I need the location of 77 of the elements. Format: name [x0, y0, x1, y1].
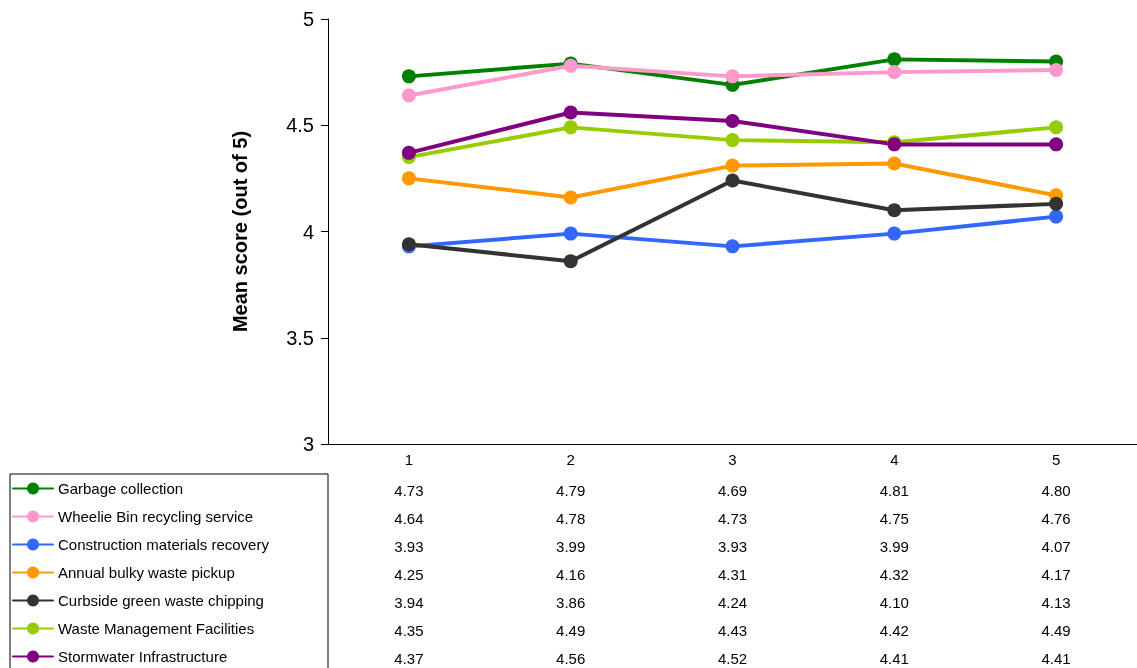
legend-label: Stormwater Infrastructure [58, 648, 228, 665]
point [401, 171, 416, 186]
point [725, 158, 740, 173]
data-label: 4.10 [879, 593, 909, 611]
data-label: 4.17 [1041, 565, 1071, 583]
x-tick-label: 1 [404, 451, 414, 468]
data-label: 4.32 [879, 565, 909, 583]
data-label: 3.93 [394, 537, 424, 555]
point [401, 69, 416, 84]
legend-label: Waste Management Facilities [58, 620, 255, 637]
data-label: 3.94 [394, 593, 424, 611]
point [725, 114, 740, 128]
data-label: 3.99 [556, 537, 586, 555]
data-label: 4.56 [556, 649, 586, 667]
data-label: 4.64 [394, 509, 424, 527]
point [725, 133, 740, 148]
x-tick-label: 2 [566, 451, 575, 468]
data-label: 4.07 [1041, 537, 1071, 555]
legend-label: Construction materials recovery [58, 536, 270, 553]
point [887, 203, 902, 218]
y-axis-title: Mean score (out of 5) [229, 130, 251, 333]
y-tick-label: 4.5 [286, 114, 314, 137]
data-label: 4.81 [879, 481, 909, 499]
data-label: 4.69 [717, 481, 748, 499]
data-label: 4.49 [1041, 621, 1071, 639]
point [563, 190, 578, 205]
data-label: 4.73 [717, 509, 748, 527]
data-label: 4.42 [879, 621, 909, 639]
point [401, 145, 416, 160]
data-label: 4.41 [1041, 649, 1071, 667]
data-label: 4.76 [1041, 509, 1071, 527]
data-label: 4.73 [394, 481, 424, 499]
point [563, 120, 578, 135]
point [563, 226, 578, 241]
y-tick-label: 3.5 [286, 326, 314, 349]
data-label: 4.25 [394, 565, 424, 583]
data-label: 4.16 [556, 565, 586, 583]
data-label: 4.41 [879, 649, 909, 667]
point [887, 52, 902, 67]
data-label: 4.49 [556, 621, 586, 639]
point [725, 173, 740, 188]
x-tick-label: 4 [890, 451, 899, 468]
legend-label: Curbside green waste chipping [58, 592, 264, 609]
y-tick-label: 5 [302, 8, 314, 30]
data-label: 4.80 [1041, 481, 1071, 499]
x-tick-label: 5 [1051, 451, 1061, 468]
data-label: 4.13 [1041, 593, 1071, 611]
data-label: 4.31 [717, 565, 748, 583]
data-label: 4.37 [394, 649, 424, 667]
data-label: 4.78 [556, 509, 586, 527]
point [563, 254, 578, 269]
point [1049, 63, 1064, 77]
data-label: 4.52 [717, 649, 748, 667]
data-label: 4.24 [717, 593, 748, 611]
data-label: 3.86 [556, 593, 586, 611]
point [887, 226, 902, 241]
data-label: 3.99 [879, 537, 909, 555]
data-label: 3.93 [717, 537, 748, 555]
point [725, 69, 740, 84]
legend-label: Garbage collection [58, 480, 184, 497]
point [725, 239, 740, 254]
legend-label: Annual bulky waste pickup [58, 564, 235, 581]
point [563, 105, 578, 120]
data-label: 4.75 [879, 509, 909, 527]
point [1049, 120, 1064, 135]
point [1049, 196, 1064, 211]
point [887, 156, 902, 171]
point [887, 65, 902, 80]
point [1049, 137, 1064, 152]
data-label: 4.79 [556, 481, 586, 499]
x-tick-label: 3 [728, 451, 737, 468]
point [401, 88, 416, 103]
y-tick-label: 4 [302, 220, 314, 243]
legend-label: Wheelie Bin recycling service [58, 508, 254, 525]
data-label: 4.43 [717, 621, 748, 639]
point [1049, 209, 1064, 224]
data-label: 4.35 [394, 621, 424, 639]
